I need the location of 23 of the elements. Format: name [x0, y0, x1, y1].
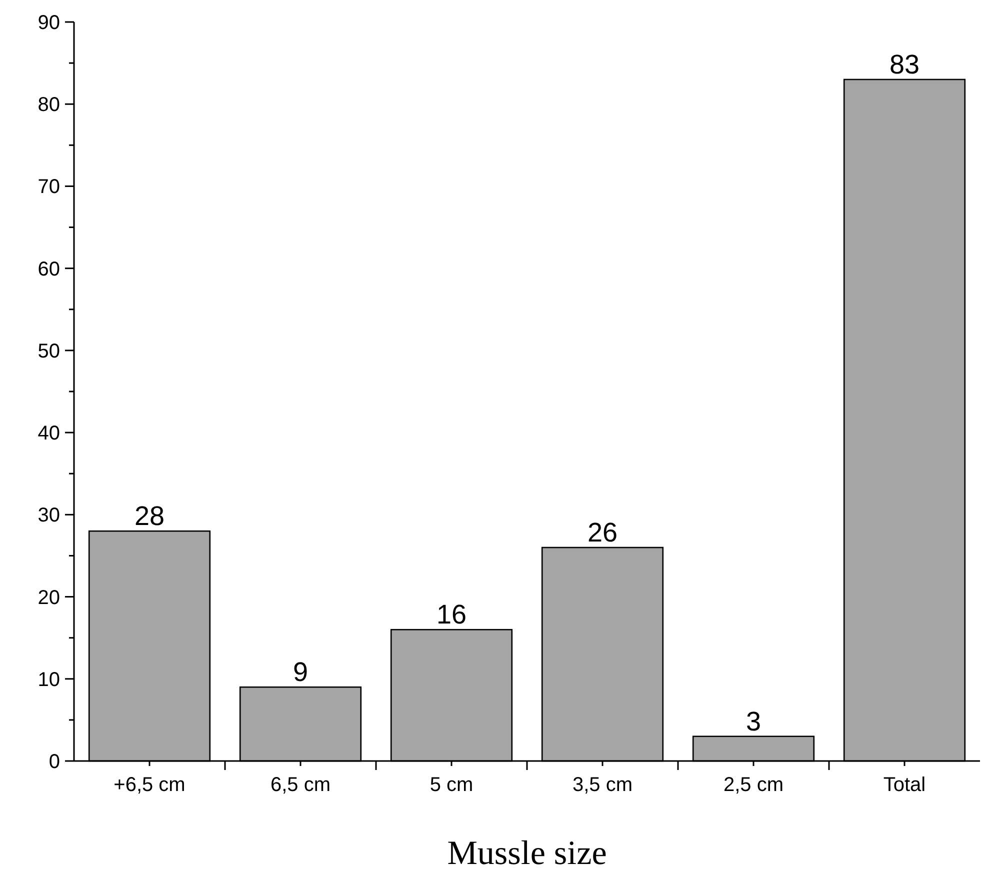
- y-tick-label: 0: [48, 751, 60, 773]
- data-label: 83: [889, 49, 920, 80]
- y-tick-label: 30: [38, 504, 60, 527]
- data-label: 26: [587, 518, 618, 548]
- y-tick-label: 60: [38, 258, 60, 280]
- x-tick-label: +6,5 cm: [114, 774, 186, 796]
- data-label: 3: [746, 706, 762, 736]
- x-tick-label: 2,5 cm: [723, 774, 784, 796]
- data-label: 9: [292, 657, 308, 688]
- x-tick-label: 3,5 cm: [572, 774, 633, 796]
- data-label: 16: [436, 600, 467, 630]
- y-tick-label: 40: [38, 422, 60, 445]
- data-label: 28: [134, 501, 165, 532]
- x-tick-label: 6,5 cm: [270, 774, 331, 796]
- y-tick-label: 20: [38, 586, 60, 609]
- y-tick-label: 70: [38, 176, 60, 198]
- x-tick-label: Total: [883, 774, 926, 796]
- y-tick-label: 80: [38, 94, 60, 116]
- x-axis-title: Mussle size: [447, 835, 607, 872]
- y-tick-label: 50: [38, 340, 60, 362]
- x-tick-label: 5 cm: [430, 774, 474, 796]
- y-tick-label: 10: [38, 668, 60, 691]
- y-tick-label: 90: [38, 12, 60, 34]
